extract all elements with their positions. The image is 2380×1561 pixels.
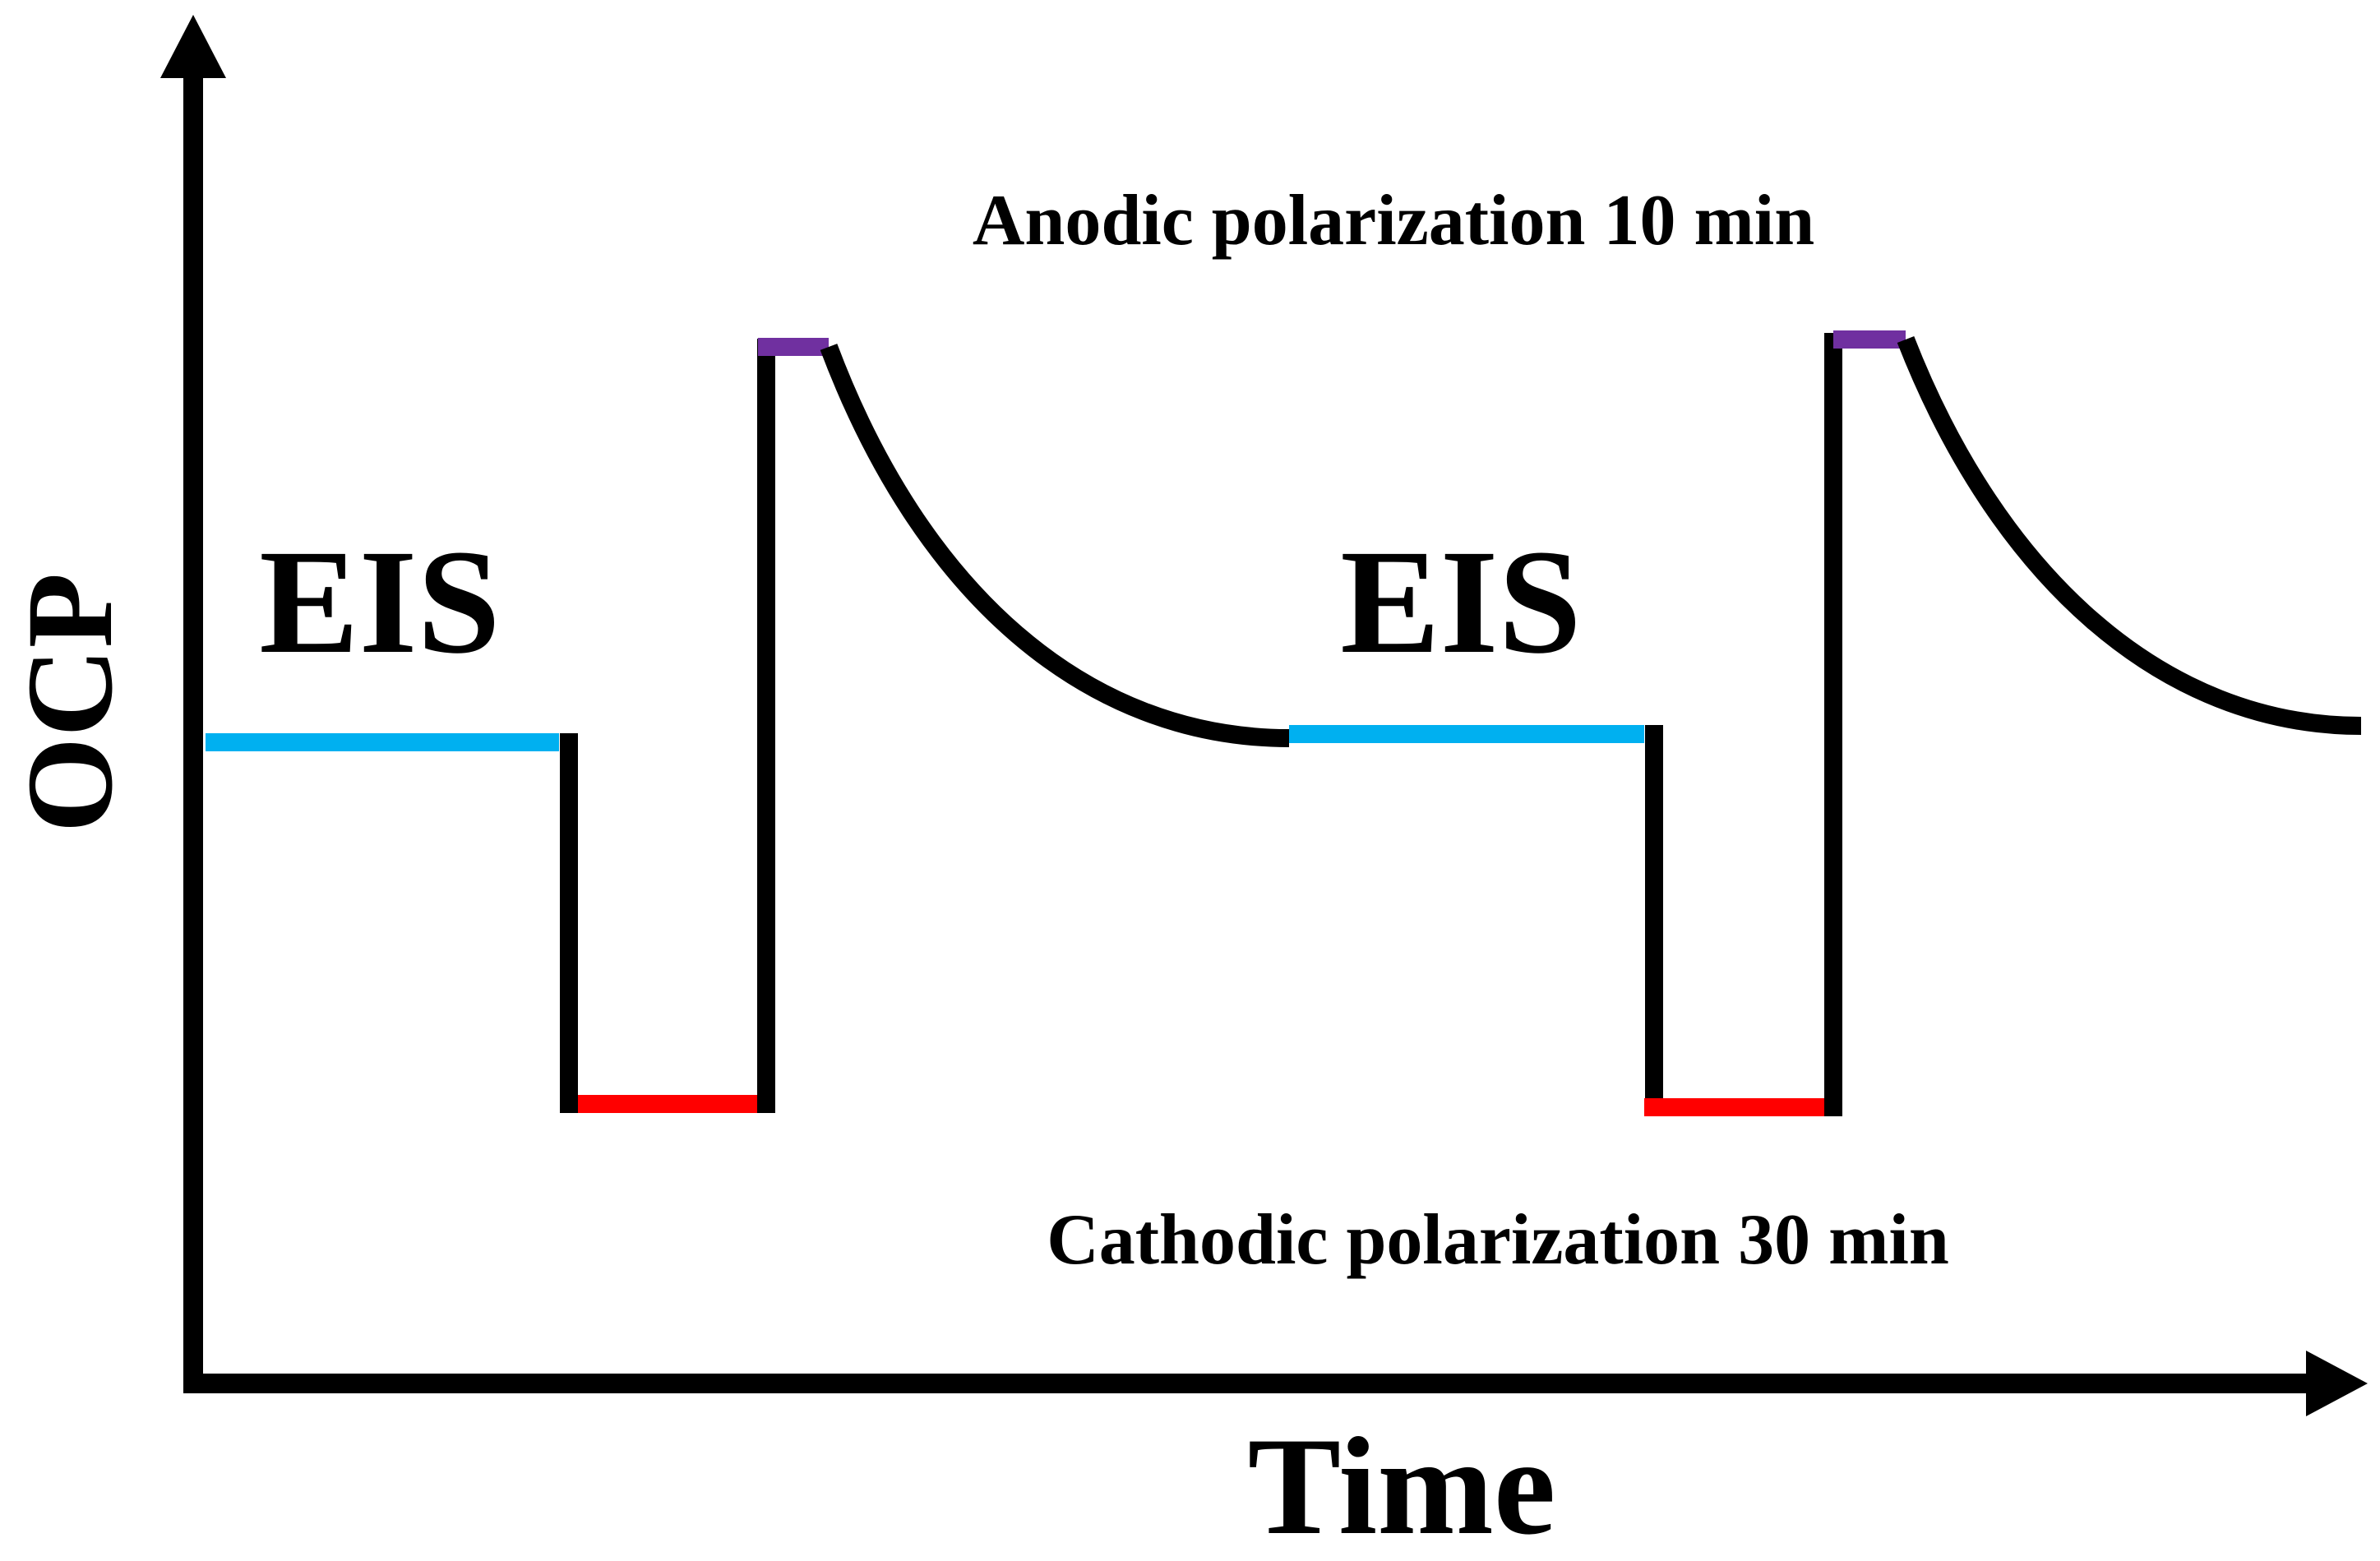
axes [160,15,2368,1416]
cycle-2 [1289,330,2362,1116]
y-axis-arrowhead [160,15,226,78]
anodic-polarization-label: Anodic polarization 10 min [973,181,1814,261]
x-axis-arrowhead [2306,1351,2368,1416]
ocp-relaxation-curve [820,344,1290,747]
eis-label-2: EIS [1340,520,1581,685]
ocp-relaxation-curve [1897,335,2362,735]
eis-label-1: EIS [259,520,500,685]
x-axis-label: Time [1248,1409,1556,1561]
y-axis-label: OCP [2,573,138,834]
cycle-1 [206,338,1290,1113]
cathodic-polarization-label: Cathodic polarization 30 min [1047,1200,1949,1280]
